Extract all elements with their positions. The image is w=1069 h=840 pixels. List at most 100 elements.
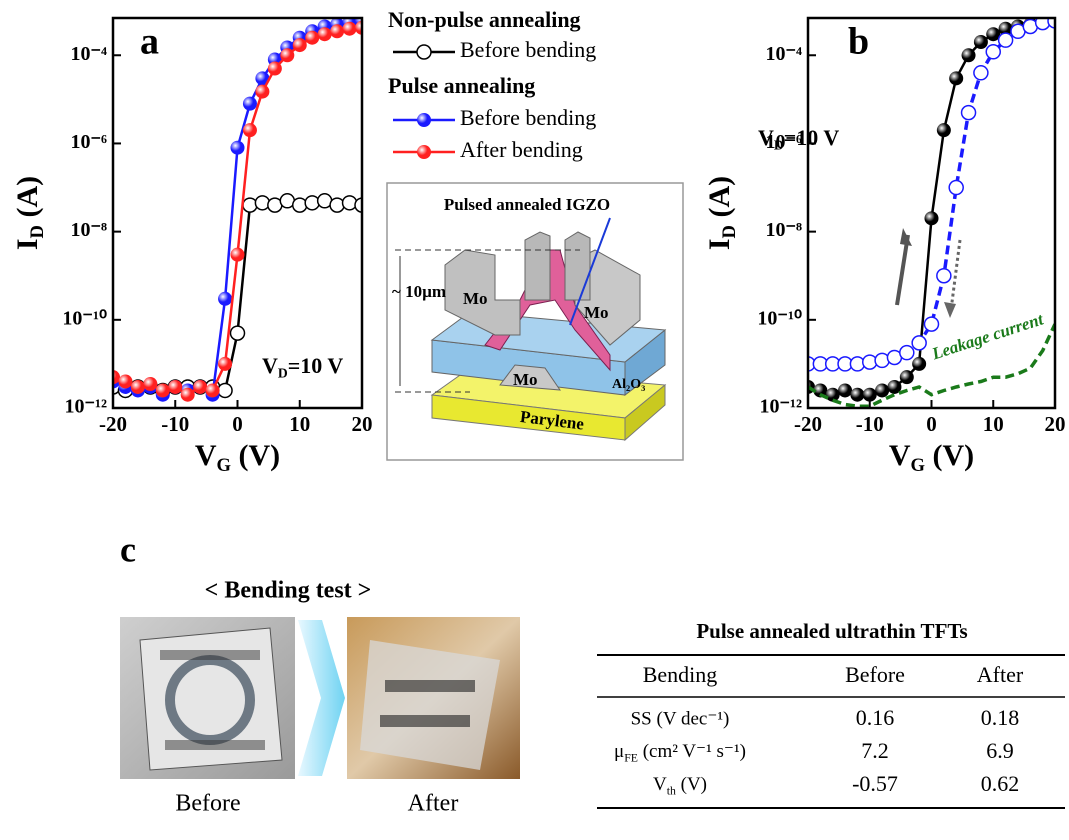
- data-point: [155, 383, 170, 398]
- data-point: [317, 27, 332, 42]
- x-tick-label: 0: [926, 412, 937, 436]
- data-point: [875, 383, 890, 398]
- data-point: [924, 211, 939, 226]
- text-part: (A): [703, 176, 736, 225]
- text-part: I: [703, 238, 736, 250]
- text-part: G: [911, 455, 925, 476]
- data-point: [130, 379, 145, 394]
- table-cell: -0.57: [852, 771, 898, 796]
- data-point: [292, 197, 308, 213]
- text-part: (V): [231, 439, 280, 472]
- sample-film: [360, 640, 500, 770]
- data-point: [949, 71, 964, 86]
- table-title: Pulse annealed ultrathin TFTs: [696, 619, 967, 643]
- table-header: Bending: [643, 662, 718, 687]
- plot-frame: [111, 16, 364, 410]
- data-point: [230, 140, 245, 155]
- text-part: V: [889, 439, 911, 472]
- device-diagram: Pulsed annealed IGZO ~ 10µm Mo Mo Mo Al₂…: [386, 182, 684, 461]
- x-tick-label: 20: [352, 412, 373, 436]
- series-line: [808, 323, 1055, 408]
- x-axis-label: VG (V): [195, 439, 280, 476]
- data-point: [1047, 18, 1055, 29]
- data-point: [417, 145, 431, 159]
- x-tick-label: 10: [983, 412, 1004, 436]
- sample-pattern: [380, 715, 470, 727]
- sample-pattern: [165, 740, 265, 750]
- legend-label: Before bending: [460, 37, 596, 62]
- panel-label: a: [140, 21, 159, 63]
- data-point: [997, 32, 1014, 48]
- text-part: V: [653, 774, 667, 795]
- annotation: VD=10 V: [758, 125, 839, 152]
- table-cell: SS (V dec⁻¹): [631, 708, 730, 729]
- data-point: [242, 123, 257, 138]
- text-part: =10 V: [784, 125, 840, 150]
- data-point: [168, 379, 183, 394]
- table-cell: 6.9: [986, 738, 1014, 763]
- section-heading: < Bending test >: [205, 578, 372, 604]
- data-point: [143, 377, 158, 392]
- data-point: [280, 48, 295, 63]
- legend-label: After bending: [460, 137, 583, 162]
- series-line: [808, 19, 1055, 397]
- y-tick-label: 10⁻⁴: [70, 43, 107, 65]
- legend-group: Pulse annealing: [388, 73, 535, 98]
- data-point: [961, 48, 976, 63]
- photo-caption: Before: [175, 791, 240, 817]
- table-header: Before: [845, 662, 905, 687]
- data-point: [217, 382, 233, 399]
- data-point: [985, 44, 1001, 60]
- data-point: [899, 370, 914, 385]
- table-cell: Vth (V): [653, 774, 707, 797]
- data-point: [230, 247, 245, 262]
- text-part: V: [195, 439, 217, 472]
- y-tick-label: 10⁻¹²: [759, 396, 802, 418]
- x-tick-label: -20: [794, 412, 822, 436]
- data-point: [329, 197, 345, 213]
- x-tick-label: -10: [856, 412, 884, 436]
- text-part: (cm² V⁻¹ s⁻¹): [638, 741, 746, 762]
- text-part: D: [278, 366, 288, 381]
- data-point: [899, 344, 915, 361]
- data-point: [936, 267, 952, 284]
- text-part: D: [719, 225, 740, 238]
- text-part: (V): [676, 774, 707, 795]
- x-tick-label: -20: [99, 412, 127, 436]
- panel-label: b: [848, 21, 869, 63]
- data-point: [936, 123, 951, 138]
- text-part: D: [774, 138, 784, 153]
- source-electrode: [444, 249, 521, 336]
- sample-film: [139, 627, 283, 771]
- text-part: th: [667, 784, 676, 797]
- y-tick-label: 10⁻¹⁰: [62, 307, 107, 329]
- x-tick-label: 10: [289, 412, 310, 436]
- text-part: D: [27, 225, 48, 238]
- data-point: [998, 21, 1013, 36]
- diagram-title: Pulsed annealed IGZO: [444, 195, 610, 214]
- data-point: [255, 84, 270, 99]
- data-point: [923, 316, 940, 332]
- annotation: Leakage current: [929, 309, 1047, 364]
- photo-before: [120, 617, 295, 779]
- data-point: [911, 335, 927, 351]
- x-tick-label: 0: [232, 412, 243, 436]
- electrode-fin: [564, 231, 591, 301]
- mo-label: Mo: [463, 289, 488, 308]
- table-cell: 0.18: [981, 705, 1020, 730]
- y-axis-label: ID (A): [11, 176, 48, 250]
- data-point: [948, 179, 964, 196]
- legend-group: Non-pulse annealing: [388, 7, 581, 32]
- y-tick-label: 10⁻⁸: [70, 219, 107, 241]
- data-point: [292, 38, 307, 53]
- text-part: μ: [614, 741, 624, 762]
- data-point: [304, 195, 320, 211]
- text-part: V: [758, 125, 774, 150]
- data-point: [193, 379, 208, 394]
- mo-label: Mo: [513, 370, 538, 389]
- data-point: [813, 383, 828, 398]
- text-part: (A): [11, 176, 44, 225]
- x-tick-label: 20: [1045, 412, 1066, 436]
- sample-pattern: [385, 680, 475, 692]
- text-part: FE: [624, 751, 638, 764]
